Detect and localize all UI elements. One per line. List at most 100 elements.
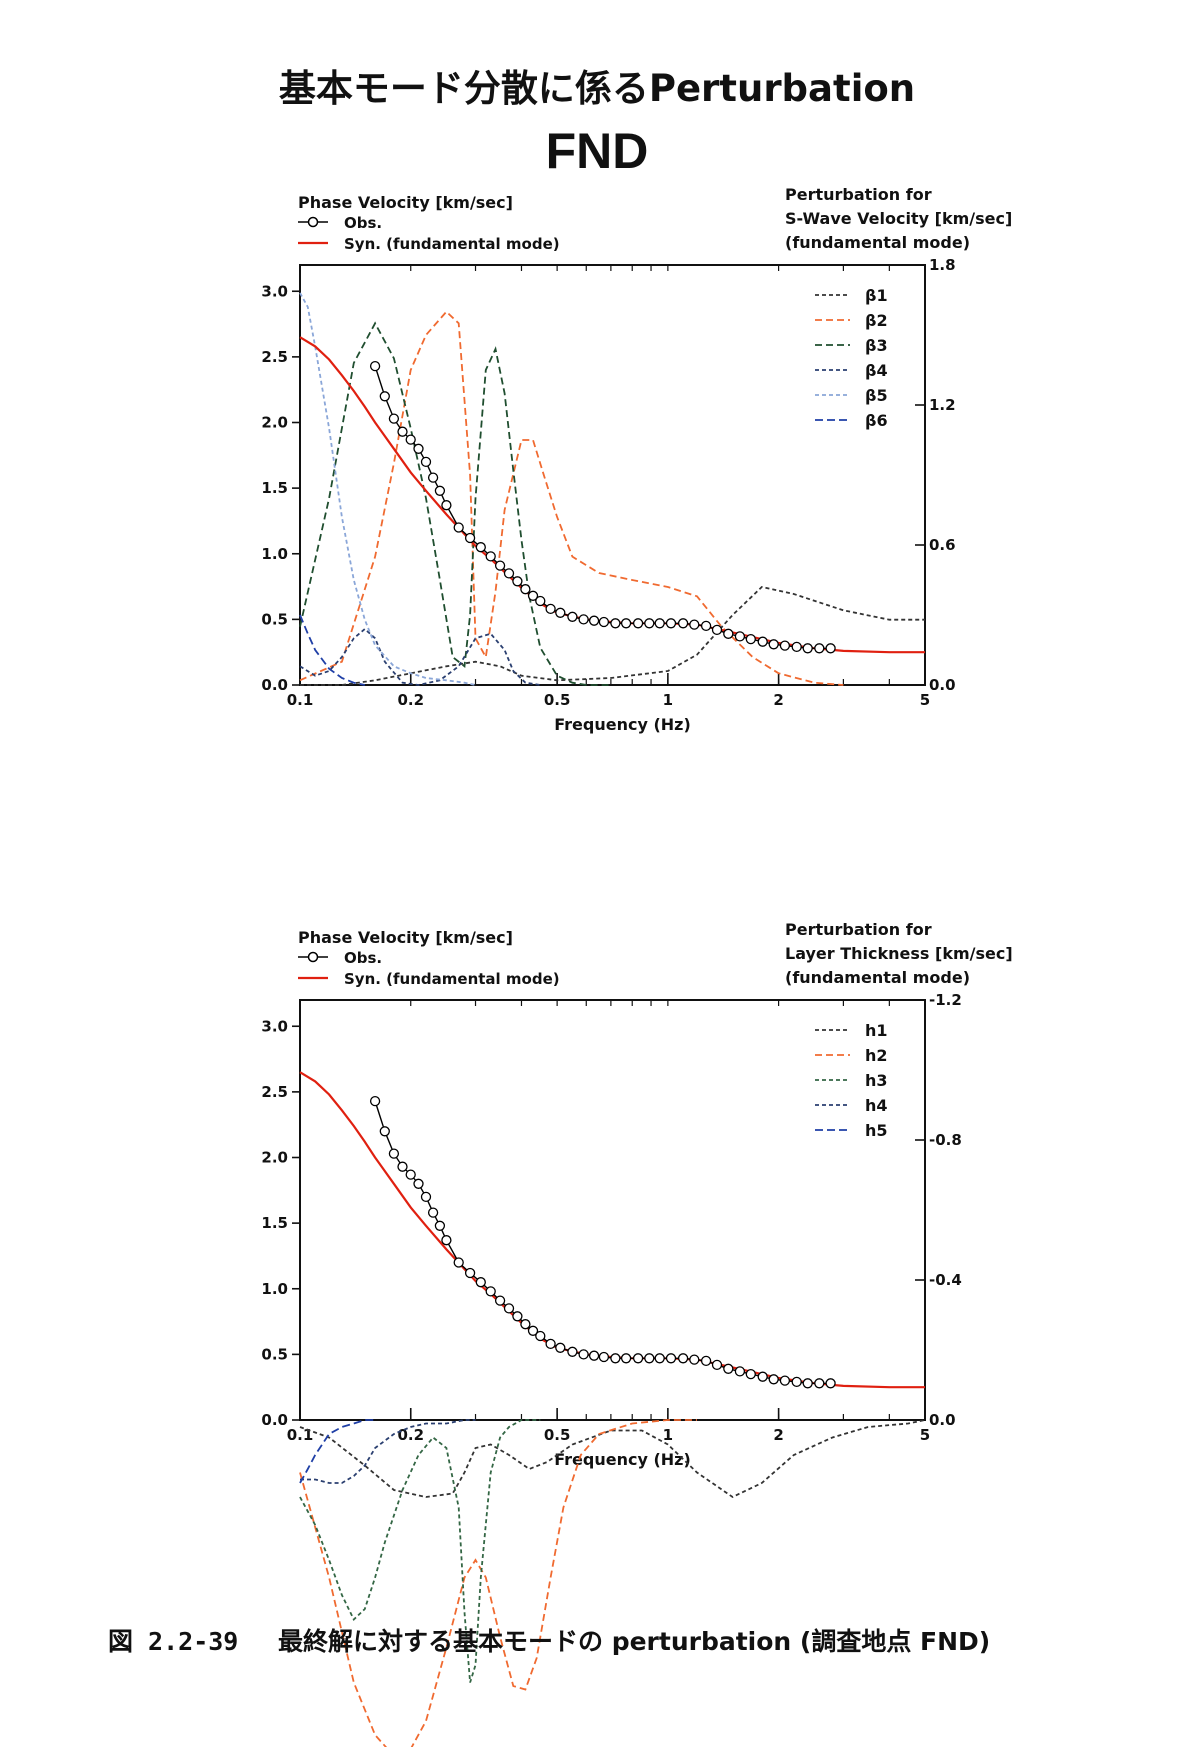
series-line-β5 [299, 292, 476, 686]
y-left-tick-label: 0.5 [261, 610, 288, 628]
chart-s-wave-perturbation: 0.1 0.2 0.5 1 2 5 Frequency (Hz) 0.0 0.5 1.0 1.5 2.… [261, 185, 1012, 734]
legend-label-h3: h3 [865, 1071, 888, 1090]
obs-point [535, 1330, 546, 1342]
obs-point [723, 1363, 734, 1374]
obs-point [555, 1342, 566, 1353]
syn-curve [299, 1071, 925, 1389]
series-line-h4 [300, 1419, 476, 1484]
obs-point [434, 1220, 446, 1231]
y-left-tick-label: 2.0 [261, 1149, 288, 1167]
obs-point [644, 618, 655, 629]
obs-point [689, 1354, 700, 1365]
obs-point [405, 1169, 416, 1180]
y-right-tick-label: 1.2 [929, 396, 956, 414]
obs-point [567, 611, 578, 622]
page-title: 基本モード分散に係るPerturbation [278, 67, 916, 110]
obs-point [588, 615, 600, 626]
obs-point [379, 1126, 390, 1137]
y-left-tick-label: 0.0 [261, 676, 288, 694]
y-left-tick-label: 2.5 [261, 1083, 288, 1101]
obs-point [397, 1161, 408, 1172]
obs-point [427, 472, 439, 483]
x-tick-label: 0.5 [544, 691, 571, 709]
legend-label-h4: h4 [865, 1096, 888, 1115]
obs-point [441, 500, 452, 511]
obs-point [745, 1368, 756, 1380]
x-tick-label: 0.1 [287, 691, 314, 709]
obs-curve [374, 1100, 831, 1384]
legend-label-β3: β3 [865, 336, 888, 355]
obs-point [620, 1353, 632, 1364]
series-line-β1 [300, 586, 925, 686]
obs-point [379, 391, 390, 402]
obs-point [588, 1350, 600, 1361]
y-right-axis-title: S-Wave Velocity [km/sec] [785, 209, 1012, 228]
caption-text: 最終解に対する基本モードの perturbation (調査地点 FND) [278, 1627, 991, 1656]
obs-point [369, 360, 381, 372]
obs-point [700, 620, 712, 632]
series-line-β6 [299, 614, 365, 686]
y-left-tick-label: 2.0 [261, 414, 288, 432]
obs-point [632, 1353, 644, 1364]
obs-point [503, 1303, 515, 1314]
obs-point [654, 1353, 665, 1364]
obs-point [598, 1351, 610, 1363]
series-line-h2 [299, 1419, 697, 1747]
x-tick-label: 0.2 [397, 1426, 424, 1444]
obs-point [814, 1378, 825, 1389]
obs-point [644, 1353, 655, 1364]
plot-frame [299, 264, 926, 686]
obs-point [768, 1374, 779, 1385]
obs-point [388, 1148, 400, 1159]
obs-point [779, 640, 791, 651]
y-left-tick-label: 3.0 [261, 282, 288, 300]
obs-point [632, 618, 644, 629]
obs-point [802, 643, 813, 654]
legend-syn-label: Syn. (fundamental mode) [344, 970, 560, 988]
obs-point [578, 614, 589, 625]
y-left-tick-label: 0.0 [261, 1411, 288, 1429]
obs-point [723, 628, 734, 639]
x-tick-label: 0.1 [287, 1426, 314, 1444]
y-right-axis-title: Perturbation for [785, 920, 932, 939]
obs-point [405, 434, 416, 445]
obs-point [453, 1257, 464, 1268]
obs-point [757, 1371, 768, 1382]
obs-point [734, 631, 746, 642]
legend-obs-label: Obs. [344, 214, 382, 232]
y-left-tick-label: 1.5 [261, 479, 288, 497]
x-tick-label: 0.5 [544, 1426, 571, 1444]
obs-point [689, 619, 700, 630]
obs-point [745, 633, 756, 645]
obs-point [388, 413, 400, 424]
x-tick-label: 2 [773, 1426, 783, 1444]
y-right-axis-title: (fundamental mode) [785, 233, 970, 252]
y-left-tick-label: 3.0 [261, 1017, 288, 1035]
y-left-tick-label: 1.0 [261, 545, 288, 563]
obs-point [527, 590, 539, 601]
x-tick-label: 1 [663, 691, 673, 709]
obs-point [734, 1366, 746, 1377]
x-tick-label: 5 [920, 1426, 930, 1444]
obs-point [512, 1311, 523, 1322]
obs-point [494, 560, 506, 571]
obs-point [485, 551, 496, 562]
obs-point [555, 607, 566, 618]
obs-point [654, 618, 665, 629]
y-right-axis-title: Layer Thickness [km/sec] [785, 944, 1013, 963]
obs-point [494, 1295, 506, 1306]
series-line-h5 [299, 1419, 376, 1484]
obs-point [768, 639, 779, 650]
legend-obs-marker [307, 216, 319, 228]
series-line-β3 [299, 321, 611, 686]
y-right-tick-label: 0.0 [929, 676, 956, 694]
obs-point [503, 568, 515, 579]
y-left-axis-title: Phase Velocity [km/sec] [298, 928, 513, 947]
legend-label-β5: β5 [865, 386, 888, 405]
obs-point [453, 522, 464, 533]
y-right-tick-label: -1.2 [929, 991, 962, 1009]
obs-point [700, 1355, 712, 1367]
caption-number: 図 2.2-39 [108, 1627, 239, 1656]
obs-point [610, 618, 621, 629]
obs-point [791, 1376, 802, 1388]
